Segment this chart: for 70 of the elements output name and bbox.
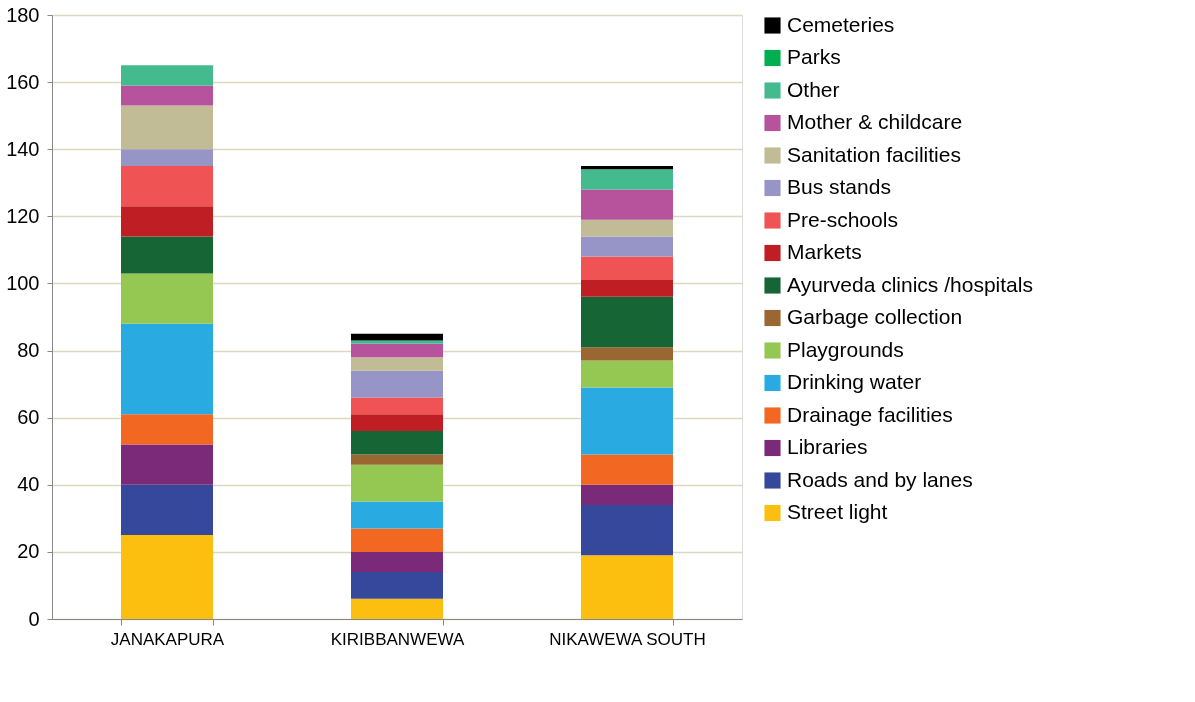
bar <box>351 340 443 344</box>
bar <box>351 572 443 599</box>
bar <box>581 454 673 485</box>
bar <box>351 397 443 415</box>
bar <box>121 414 213 445</box>
y-tick-label: 80 <box>17 339 40 362</box>
bar <box>581 347 673 361</box>
bar <box>121 65 213 86</box>
x-tick-label: JANAKAPURA <box>110 629 225 649</box>
bar <box>351 464 443 502</box>
bar <box>351 528 443 552</box>
bar <box>351 501 443 529</box>
legend-label: Sanitation facilities <box>787 142 961 166</box>
y-tick-label: 140 <box>6 137 40 160</box>
bar <box>581 555 673 619</box>
bar <box>121 535 213 619</box>
bar <box>121 323 213 415</box>
legend-label: Pre-schools <box>787 207 898 231</box>
legend-label: Markets <box>787 240 862 263</box>
legend-label: Drinking water <box>787 370 922 393</box>
y-tick-label: 100 <box>6 271 40 294</box>
legend-label: Garbage collection <box>787 305 963 328</box>
legend-label: Other <box>787 77 840 101</box>
legend-label: Parks <box>787 45 841 68</box>
bar <box>351 454 443 465</box>
bar <box>351 370 443 398</box>
legend-label: Bus stands <box>787 175 891 198</box>
y-tick-label: 160 <box>6 70 40 93</box>
bar <box>121 166 213 207</box>
bar <box>351 414 443 432</box>
bar <box>121 206 213 237</box>
legend-label: Ayurveda clinics /hospitals <box>787 272 1033 296</box>
bar <box>121 149 213 166</box>
y-tick-label: 60 <box>17 406 40 429</box>
x-tick-label: KIRIBBANWEWA <box>330 629 465 649</box>
bar <box>351 343 443 358</box>
legend-label: Roads and by lanes <box>787 467 973 491</box>
bar <box>581 256 673 281</box>
bar <box>121 444 213 485</box>
bar <box>121 105 213 150</box>
bar <box>581 504 673 556</box>
y-tick-label: 180 <box>6 3 40 26</box>
bar <box>581 387 673 455</box>
y-tick-label: 120 <box>6 204 40 227</box>
bar <box>351 431 443 455</box>
legend-label: Libraries <box>787 435 868 458</box>
bar <box>351 357 443 371</box>
y-tick-label: 20 <box>17 540 40 563</box>
y-tick-label: 0 <box>28 607 40 630</box>
bar <box>581 189 673 220</box>
bar <box>581 169 673 190</box>
bar <box>581 280 673 297</box>
bar <box>581 219 673 237</box>
x-tick-label: NIKAWEWA SOUTH <box>549 629 706 649</box>
bar <box>581 296 673 348</box>
bar <box>121 236 213 274</box>
bar <box>351 551 443 573</box>
bar <box>121 85 213 106</box>
bar <box>581 236 673 257</box>
bar <box>581 484 673 505</box>
bar <box>351 598 443 619</box>
legend-label: Playgrounds <box>787 337 904 361</box>
bar <box>121 484 213 536</box>
bar <box>121 273 213 324</box>
legend-label: Mother & childcare <box>787 110 963 133</box>
legend-label: Drainage facilities <box>787 402 953 426</box>
bar <box>581 360 673 388</box>
legend-label: Cemeteries <box>787 12 895 36</box>
y-tick-label: 40 <box>17 473 40 496</box>
legend-label: Street light <box>787 500 888 523</box>
